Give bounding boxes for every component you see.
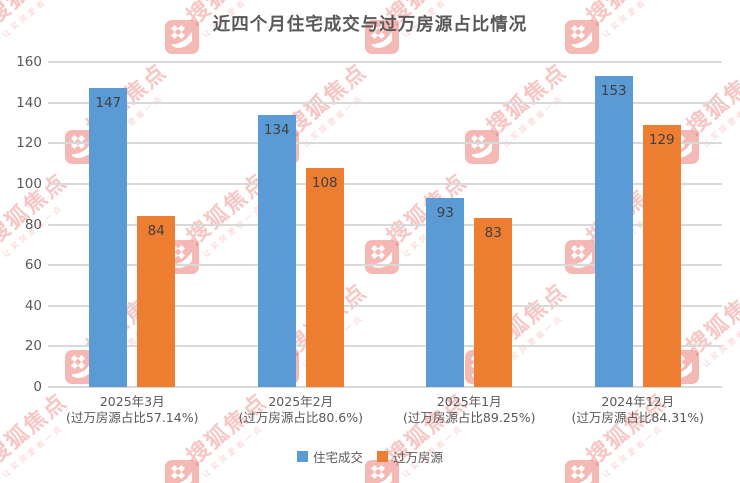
bar-过万房源-2025年3月 (137, 216, 176, 387)
y-axis-tick-label: 60 (24, 257, 42, 274)
bar-value-label: 134 (263, 121, 290, 138)
gridline-y-100 (48, 182, 722, 185)
gridline-y-80 (48, 223, 722, 226)
legend-label: 住宅成交 (312, 450, 363, 465)
x-axis-category-label: 2024年12月 (过万房源占比84.31%) (548, 394, 728, 426)
gridline-y-140 (48, 101, 722, 104)
bar-过万房源-2025年2月 (305, 167, 344, 387)
category-month-label: 2025年1月 (436, 394, 502, 409)
category-note-label: (过万房源占比80.6%) (238, 410, 363, 425)
legend-entry-过万房源: 过万房源 (377, 447, 443, 466)
legend: 住宅成交 过万房源 (0, 447, 740, 466)
bar-value-label: 129 (648, 131, 675, 148)
bar-住宅成交-2024年12月 (594, 76, 633, 387)
bar-value-label: 108 (311, 174, 338, 191)
x-axis-category-label: 2025年2月 (过万房源占比80.6%) (211, 394, 391, 426)
gridline-y-0 (48, 386, 722, 388)
bar-过万房源-2025年1月 (474, 218, 513, 387)
x-axis-category-label: 2025年1月 (过万房源占比89.25%) (379, 394, 559, 426)
bar-住宅成交-2025年1月 (426, 198, 465, 387)
y-axis-tick-label: 0 (33, 379, 42, 395)
y-axis-tick-label: 140 (16, 94, 42, 111)
bar-value-label: 84 (147, 223, 165, 240)
gridline-y-120 (48, 142, 722, 145)
category-note-label: (过万房源占比57.14%) (66, 410, 199, 425)
chart-title: 近四个月住宅成交与过万房源占比情况 (212, 15, 528, 35)
bar-value-label: 153 (600, 83, 627, 100)
y-axis-tick-label: 100 (16, 175, 42, 192)
y-axis-tick-label: 80 (24, 216, 42, 233)
gridline-y-20 (48, 345, 722, 348)
legend-marker-icon (377, 451, 388, 462)
category-note-label: (过万房源占比89.25%) (403, 410, 536, 425)
y-axis-tick-label: 40 (24, 297, 42, 314)
category-note-label: (过万房源占比84.31%) (571, 410, 704, 425)
y-axis-tick-label: 20 (24, 338, 42, 355)
gridline-y-40 (48, 304, 722, 307)
legend-marker-icon (296, 451, 308, 462)
legend-label: 过万房源 (393, 450, 444, 465)
bar-value-label: 83 (484, 225, 502, 242)
y-axis-tick-label: 160 (16, 54, 42, 70)
bar-过万房源-2024年12月 (642, 124, 681, 387)
category-month-label: 2024年12月 (601, 394, 675, 409)
category-month-label: 2025年3月 (99, 394, 165, 409)
legend-entry-住宅成交: 住宅成交 (296, 447, 363, 466)
bar-value-label: 93 (436, 205, 454, 222)
bar-value-label: 147 (95, 95, 122, 112)
bar-住宅成交-2025年2月 (257, 114, 296, 387)
x-axis-category-label: 2025年3月 (过万房源占比57.14%) (42, 394, 222, 426)
gridline-y-160 (48, 61, 722, 63)
category-month-label: 2025年2月 (268, 394, 334, 409)
bar-住宅成交-2025年3月 (89, 88, 128, 387)
y-axis-tick-label: 120 (16, 135, 42, 152)
